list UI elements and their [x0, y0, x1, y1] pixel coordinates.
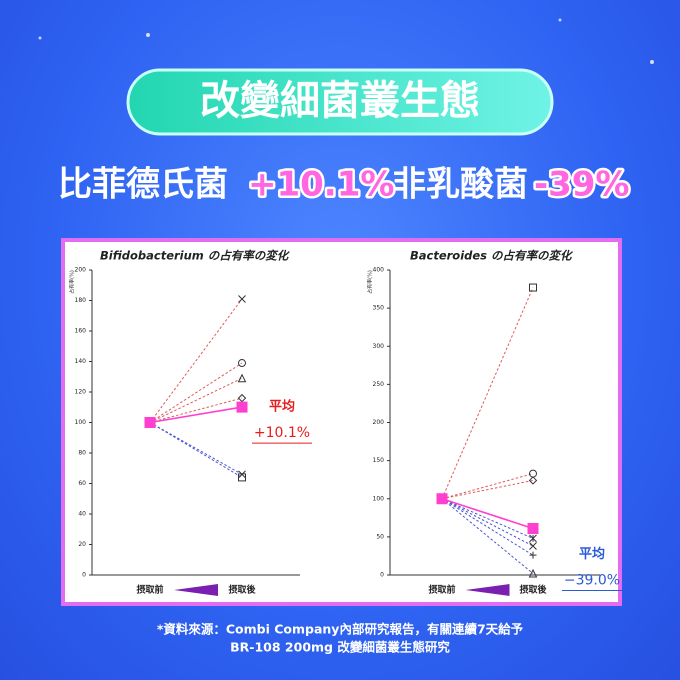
series-line	[441, 287, 534, 499]
y-tick-label: 120	[75, 389, 87, 396]
annotation: 平均	[579, 546, 605, 562]
footnote: BR-108 200mg 改變細菌叢生態研究	[230, 640, 450, 655]
marker	[238, 295, 246, 303]
average-marker	[236, 401, 248, 413]
x-tick-label: 摂取後	[519, 584, 547, 596]
series-line	[149, 362, 243, 423]
y-tick-label: 0	[82, 572, 86, 579]
y-axis-label: 占有率(%)	[69, 270, 76, 294]
series-line	[149, 397, 243, 423]
average-line	[149, 406, 243, 424]
annotation-value: −39.0%	[564, 572, 620, 588]
average-marker	[527, 522, 539, 534]
average-marker	[436, 493, 448, 505]
series-line	[441, 498, 534, 547]
subtitle-text: 比菲德氏菌	[58, 165, 228, 205]
arrow	[465, 584, 510, 596]
marker	[529, 534, 537, 543]
y-tick-label: 350	[373, 305, 385, 312]
y-tick-label: 0	[380, 572, 384, 579]
star	[38, 36, 42, 40]
star	[650, 60, 654, 64]
series-line	[441, 498, 534, 574]
series-line	[149, 377, 243, 423]
y-tick-label: 250	[373, 381, 385, 388]
marker	[238, 473, 246, 482]
star	[146, 33, 150, 37]
series-line	[149, 298, 243, 423]
annotation: 平均	[269, 399, 295, 415]
series-line	[441, 479, 534, 500]
marker	[529, 542, 537, 550]
y-tick-label: 140	[75, 358, 87, 365]
y-tick-label: 100	[373, 495, 385, 502]
header-pill	[126, 68, 554, 136]
y-axis-label: 占有率(%)	[367, 270, 374, 294]
y-tick-label: 300	[373, 343, 385, 350]
y-tick-label: 60	[78, 480, 86, 487]
chart-title: Bifidobacterium の占有率の変化	[100, 249, 291, 263]
subtitle-number: +10.1%	[248, 165, 394, 205]
marker	[529, 283, 537, 292]
footnote: *資料來源：Combi Company內部研究報告，有關連續7天給予	[157, 622, 524, 637]
y-tick-label: 40	[78, 511, 86, 518]
y-tick-label: 50	[376, 533, 384, 540]
y-tick-label: 80	[78, 450, 86, 457]
star	[558, 18, 562, 22]
average-line	[441, 497, 534, 530]
marker	[528, 568, 538, 578]
subtitle-number: -39%	[534, 165, 630, 205]
series-line	[441, 473, 534, 500]
marker	[529, 551, 537, 559]
y-tick-label: 200	[373, 419, 385, 426]
y-tick-label: 200	[75, 267, 87, 274]
y-tick-label: 160	[75, 328, 87, 335]
y-tick-label: 150	[373, 457, 385, 464]
x-tick-label: 摂取後	[228, 584, 256, 596]
y-tick-label: 20	[78, 541, 86, 548]
annotation-value: +10.1%	[254, 425, 310, 441]
marker	[237, 373, 247, 383]
subtitle-text: 非乳酸菌	[392, 165, 528, 205]
arrow	[174, 584, 218, 596]
x-tick-label: 摂取前	[136, 584, 163, 596]
marker	[528, 476, 538, 485]
series-line	[441, 498, 534, 539]
x-tick-label: 摂取前	[428, 584, 455, 596]
average-marker	[144, 417, 156, 428]
y-tick-label: 400	[373, 267, 385, 274]
header-title: 改變細菌叢生態	[200, 78, 480, 124]
y-tick-label: 100	[75, 419, 87, 426]
chart-title: Bacteroides の占有率の変化	[410, 249, 574, 263]
y-tick-label: 180	[75, 297, 87, 304]
subtitle: 比菲德氏菌 +10.1% 非乳酸菌 -39%	[58, 162, 632, 207]
marker	[238, 359, 246, 368]
